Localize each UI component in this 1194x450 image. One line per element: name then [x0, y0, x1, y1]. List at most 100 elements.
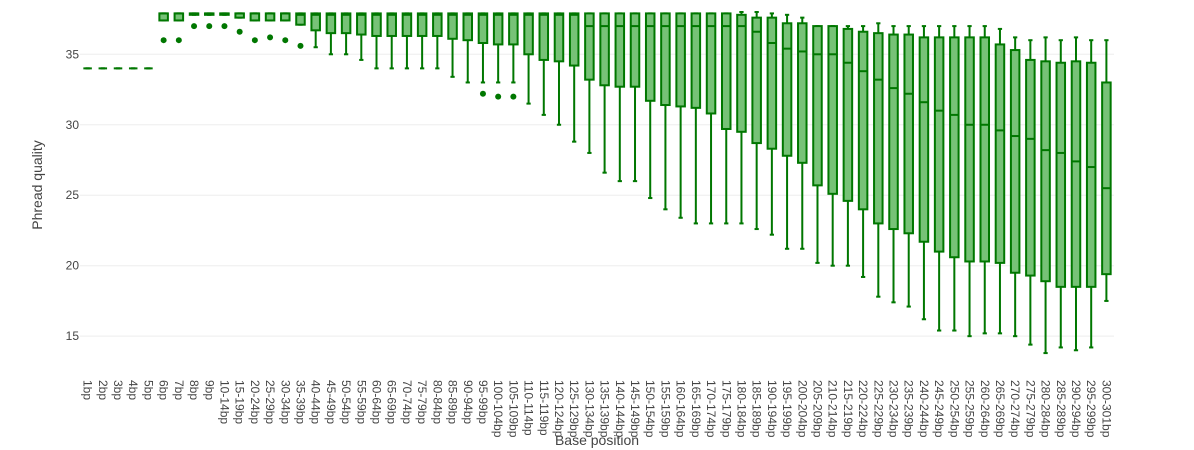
y-tick-label: 20 — [66, 259, 80, 273]
x-tick-label: 160-164bp — [674, 380, 688, 438]
box-body — [1070, 60, 1082, 288]
x-tick-label: 100-104bp — [491, 380, 505, 438]
x-tick-label: 175-179bp — [719, 380, 733, 438]
box-body — [173, 12, 185, 22]
box-280-284bp — [1040, 36, 1051, 355]
y-tick-label: 35 — [66, 47, 80, 61]
box-15-19bp — [234, 12, 245, 35]
box-body — [508, 12, 519, 46]
box-90-94bp — [462, 12, 474, 84]
outlier-point — [510, 93, 517, 100]
box-195-199bp — [781, 13, 793, 250]
outlier-point — [282, 37, 289, 44]
box-125-129bp — [568, 12, 580, 143]
box-10-14bp — [219, 12, 230, 30]
x-tick-label: 195-199bp — [780, 380, 794, 438]
box-160-164bp — [675, 12, 686, 219]
box-body — [538, 12, 550, 61]
x-tick-label: 270-274bp — [1008, 380, 1022, 438]
box-body — [751, 16, 762, 145]
outlier-point — [479, 90, 486, 97]
box-135-139bp — [599, 12, 610, 174]
x-tick-label: 15-19bp — [233, 380, 247, 424]
x-tick-label: 50-54bp — [339, 380, 353, 424]
box-body — [599, 12, 610, 87]
box-180-184bp — [736, 11, 747, 225]
box-30-34bp — [280, 12, 291, 44]
x-tick-label: 235-239bp — [902, 380, 916, 438]
box-body — [371, 12, 382, 37]
box-body — [492, 12, 504, 46]
y-axis-ticks: 15 20 25 30 35 — [66, 47, 80, 343]
outlier-point — [191, 23, 198, 30]
box-165-169bp — [690, 12, 702, 225]
box-60-64bp — [371, 12, 382, 70]
x-tick-label: 155-159bp — [658, 380, 672, 438]
box-225-229bp — [873, 22, 884, 298]
box-140-144bp — [614, 12, 626, 183]
y-axis-title: Phread quality — [29, 140, 45, 230]
box-220-224bp — [857, 25, 869, 278]
box-body — [979, 36, 991, 263]
box-body — [1055, 61, 1067, 288]
x-tick-label: 190-194bp — [765, 380, 779, 438]
box-body — [918, 36, 930, 243]
x-tick-label: 4bp — [126, 380, 140, 400]
x-tick-label: 240-244bp — [917, 380, 931, 438]
box-295-299bp — [1085, 39, 1097, 349]
box-body — [873, 32, 884, 225]
box-40-44bp — [310, 12, 321, 49]
x-tick-label: 120-124bp — [552, 380, 566, 438]
x-axis-title: Base position — [555, 432, 639, 448]
box-105-109bp — [508, 12, 519, 100]
box-body — [705, 12, 717, 115]
outlier-point — [236, 28, 243, 35]
x-tick-label: 275-279bp — [1023, 380, 1037, 438]
outlier-point — [160, 37, 167, 44]
x-tick-label: 1bp — [81, 380, 95, 400]
box-body — [842, 27, 854, 202]
x-tick-label: 255-259bp — [963, 380, 977, 438]
box-50-54bp — [340, 12, 352, 56]
x-tick-label: 10-14bp — [217, 380, 231, 424]
box-205-209bp — [812, 25, 823, 264]
box-230-234bp — [888, 25, 899, 304]
box-body — [675, 12, 686, 108]
box-body — [1085, 61, 1097, 288]
box-175-179bp — [720, 12, 732, 225]
box-body — [264, 12, 276, 22]
y-tick-label: 25 — [66, 188, 80, 202]
box-120-124bp — [553, 12, 565, 126]
box-body — [949, 36, 960, 259]
box-body — [401, 12, 413, 37]
box-body — [386, 12, 397, 37]
box-265-269bp — [994, 27, 1006, 335]
box-8bp — [188, 12, 200, 30]
box-25-29bp — [264, 12, 276, 41]
y-tick-label: 15 — [66, 329, 80, 343]
x-tick-label: 265-269bp — [993, 380, 1007, 438]
box-55-59bp — [356, 12, 367, 61]
x-tick-label: 140-144bp — [613, 380, 627, 438]
box-body — [280, 12, 291, 22]
x-tick-label: 200-204bp — [795, 380, 809, 438]
x-tick-label: 250-254bp — [947, 380, 961, 438]
box-body — [1025, 58, 1036, 277]
box-body — [340, 12, 352, 35]
x-tick-label: 185-189bp — [750, 380, 764, 438]
box-body — [964, 36, 975, 263]
box-body — [310, 12, 321, 32]
x-tick-label: 8bp — [187, 380, 201, 400]
box-body — [766, 16, 778, 150]
box-35-39bp — [295, 12, 306, 49]
x-tick-label: 40-44bp — [309, 380, 323, 424]
box-260-264bp — [979, 25, 991, 335]
x-tick-label: 110-114bp — [522, 380, 536, 436]
box-body — [690, 12, 702, 109]
x-tick-label: 20-24bp — [248, 380, 262, 424]
x-tick-label: 135-139bp — [598, 380, 612, 438]
outlier-point — [206, 23, 213, 30]
outlier-point — [221, 23, 228, 30]
box-185-189bp — [751, 11, 762, 231]
